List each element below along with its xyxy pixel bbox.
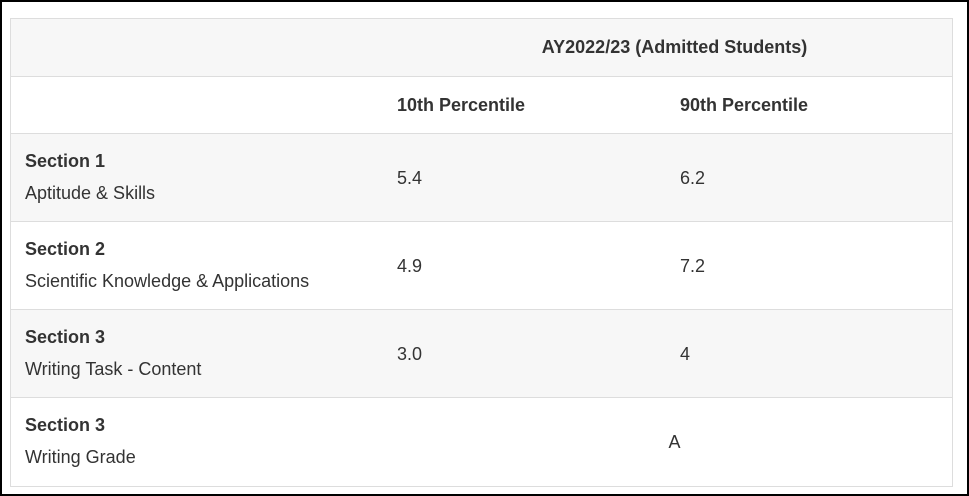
section-name: Scientific Knowledge & Applications [25, 271, 310, 291]
section-name: Aptitude & Skills [25, 183, 156, 203]
cell-value: 4 [680, 344, 691, 364]
cell-value: 6.2 [680, 168, 706, 188]
cell-value: 4.9 [397, 256, 423, 276]
section-label: Section 2 [25, 239, 106, 259]
header-row: 10th Percentile 90th Percentile [11, 76, 952, 133]
section-label: Section 3 [25, 327, 106, 347]
section-name: Writing Grade [25, 447, 136, 467]
section-name: Writing Task - Content [25, 359, 202, 379]
header-row: AY2022/23 (Admitted Students) [11, 19, 952, 76]
header-title: AY2022/23 (Admitted Students) [541, 37, 808, 57]
table-row: Section 1 Aptitude & Skills 5.4 6.2 [11, 133, 952, 221]
table-row: Section 3 Writing Grade A [11, 397, 952, 486]
section-label: Section 1 [25, 151, 106, 171]
column-header: 90th Percentile [680, 95, 809, 115]
cell-value: 5.4 [397, 168, 423, 188]
cell-value: 7.2 [680, 256, 706, 276]
cell-value: A [668, 432, 681, 452]
section-label: Section 3 [25, 415, 106, 435]
table-row: Section 2 Scientific Knowledge & Applicat… [11, 221, 952, 309]
column-header: 10th Percentile [397, 95, 526, 115]
table: AY2022/23 (Admitted Students) 10th Percen… [10, 18, 953, 487]
cell-value: 3.0 [397, 344, 423, 364]
table-row: Section 3 Writing Task - Content 3.0 4 [11, 309, 952, 397]
